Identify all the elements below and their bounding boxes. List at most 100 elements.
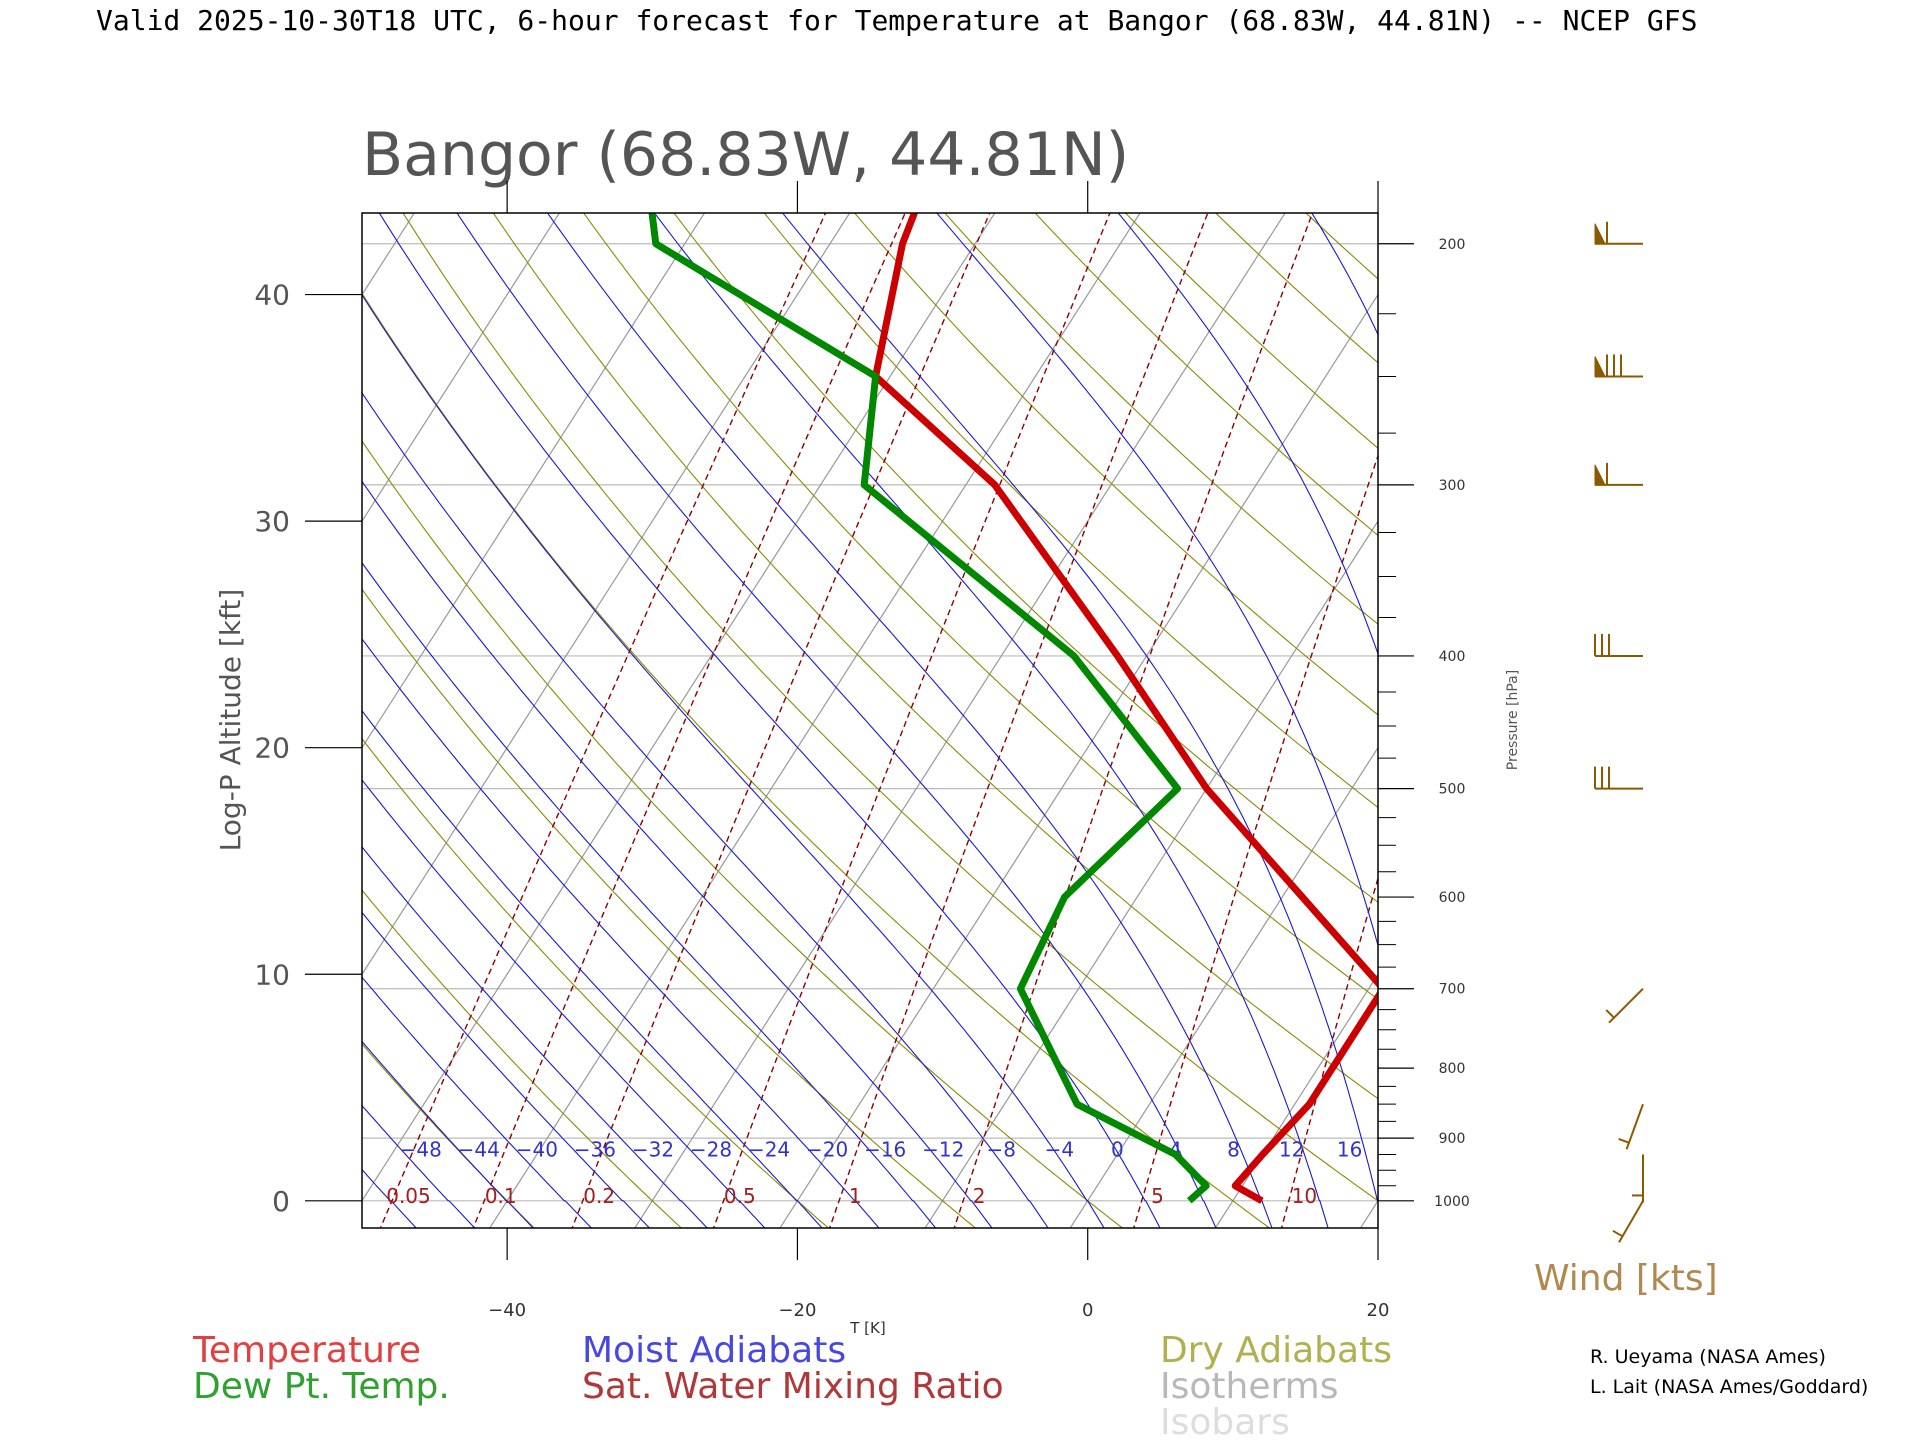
moist-adiabat: [362, 480, 993, 1228]
credit-line-1: R. Ueyama (NASA Ames): [1590, 1346, 1826, 1368]
wind-barb: [1594, 221, 1643, 245]
isotherm-line: [362, 213, 996, 1202]
moist-adiabat-label: −8: [987, 1137, 1016, 1161]
plot-border: [361, 212, 1379, 1229]
isotherm-line: [779, 293, 1378, 1228]
moist-adiabat: [362, 293, 1105, 1228]
y-tick-label: 20: [254, 732, 290, 765]
moist-adiabat-label: −44: [458, 1137, 500, 1161]
x-tick-label: −20: [778, 1300, 816, 1321]
legend-dewpoint: Dew Pt. Temp.: [193, 1366, 450, 1407]
legend-dry-adiabats: Dry Adiabats: [1160, 1330, 1392, 1371]
dry-adiabat: [362, 440, 1124, 1228]
moist-adiabat: [362, 846, 708, 1228]
sounding-profiles: [648, 213, 1378, 1204]
wind-barb: [1632, 1154, 1644, 1203]
moist-adiabat-label: −24: [748, 1137, 790, 1161]
legend-moist-adiabats: Moist Adiabats: [582, 1330, 846, 1371]
wind-barb: [1605, 988, 1644, 1024]
moist-adiabat: [0, 475, 310, 1241]
pressure-axis-label: Pressure [hPa]: [1505, 670, 1521, 770]
axis-labels: −40 −20 0 200102030401000900800700600500400…: [254, 237, 1469, 1321]
legend-isobars: Isobars: [1160, 1402, 1290, 1440]
mixing-ratio-label: 10: [1292, 1184, 1317, 1208]
moist-adiabat-label: −40: [516, 1137, 558, 1161]
isotherm-line: [0, 0, 414, 1241]
mixing-ratio-line: [379, 213, 827, 1228]
mixing-ratio-label: 0.2: [583, 1184, 615, 1208]
wind-barb: [1594, 766, 1643, 790]
forecast-header: Valid 2025-10-30T18 UTC, 6-hour forecast…: [96, 4, 1697, 37]
dry-adiabat: [1248, 0, 1920, 1241]
isotherm-line: [924, 520, 1378, 1228]
moist-adiabat: [362, 561, 937, 1228]
dry-adiabat: [763, 213, 1378, 809]
wind-label: Wind [kts]: [1534, 1258, 1718, 1299]
dewpoint-profile: [648, 213, 1210, 1204]
mixing-ratio-line: [712, 213, 1111, 1228]
moist-adiabat-label: −32: [632, 1137, 674, 1161]
mixing-ratio-line: [472, 213, 906, 1228]
wind-barb: [1612, 1200, 1644, 1243]
y-axis-label: Log-P Altitude [kft]: [214, 589, 247, 852]
chart-title: Bangor (68.83W, 44.81N): [362, 120, 1129, 190]
pressure-tick-label: 600: [1439, 890, 1466, 906]
pressure-tick-label: 900: [1439, 1131, 1466, 1147]
x-tick-label: −40: [488, 1300, 526, 1321]
wind-barb: [1618, 1103, 1644, 1150]
isotherm-line: [1069, 746, 1378, 1228]
dry-adiabat: [1214, 213, 1378, 364]
x-axis-label: T [K]: [849, 1319, 885, 1337]
y-tick-label: 30: [254, 505, 290, 538]
dry-adiabat: [944, 213, 1378, 625]
moist-adiabat: [362, 709, 823, 1228]
y-tick-label: 40: [254, 279, 290, 312]
mixing-ratio-line: [1133, 453, 1378, 1228]
wind-barb: [1594, 462, 1643, 486]
dry-adiabat: [1305, 213, 1378, 280]
dry-adiabat: [402, 213, 1378, 1202]
mixing-ratio-label: 0.1: [485, 1184, 517, 1208]
isotherm-line: [1214, 973, 1378, 1228]
pressure-tick-label: 200: [1439, 237, 1466, 253]
moist-adiabat: [362, 779, 766, 1228]
dry-adiabat: [1034, 213, 1378, 537]
y-tick-label: 0: [272, 1185, 290, 1218]
wind-barb: [1594, 354, 1643, 378]
dry-adiabat: [1167, 0, 1920, 1241]
moist-adiabat: [362, 637, 880, 1228]
moist-adiabat: [362, 976, 593, 1228]
moist-adiabat-label: 16: [1337, 1137, 1362, 1161]
mixing-ratio-label: 1: [849, 1184, 862, 1208]
moist-adiabat: [653, 213, 1329, 1228]
mixing-ratio-label: 2: [973, 1184, 986, 1208]
dry-adiabat: [673, 213, 1378, 903]
pressure-tick-label: 800: [1439, 1061, 1466, 1077]
dry-adiabat: [362, 737, 830, 1228]
credit-line-2: L. Lait (NASA Ames/Goddard): [1590, 1376, 1868, 1398]
moist-adiabat: [936, 213, 1378, 948]
dry-adiabat: [492, 213, 1378, 1100]
moist-adiabat: [362, 1040, 534, 1228]
legend-mixing-ratio: Sat. Water Mixing Ratio: [582, 1366, 1004, 1407]
wind-barb: [1594, 633, 1643, 657]
dry-adiabat: [583, 213, 1378, 1000]
moist-adiabat: [0, 444, 369, 1241]
isotherm-line: [489, 213, 1141, 1228]
moist-adiabat: [781, 213, 1378, 1204]
temperature-profile: [872, 213, 1378, 1204]
moist-adiabat: [362, 1104, 476, 1228]
moist-adiabat: [362, 911, 651, 1228]
moist-adiabat: [546, 213, 1273, 1228]
wind-barbs: [1594, 221, 1644, 1243]
dry-adiabat: [1329, 0, 1920, 1241]
mixing-ratio-line: [1280, 875, 1378, 1228]
moist-adiabat-label: −16: [864, 1137, 906, 1161]
isotherm-line: [362, 213, 851, 976]
moist-adiabat-label: −20: [806, 1137, 848, 1161]
moist-adiabat-label: −4: [1045, 1137, 1074, 1161]
isotherm-line: [362, 213, 706, 749]
x-tick-label: 20: [1367, 1300, 1390, 1321]
moist-adiabat-label: −12: [922, 1137, 964, 1161]
